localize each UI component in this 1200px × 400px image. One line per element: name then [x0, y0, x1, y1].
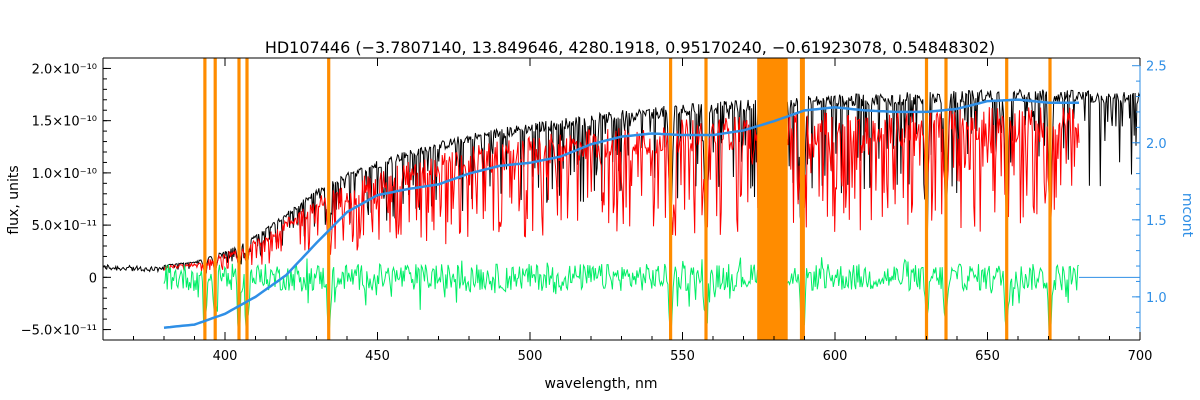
y-tick-label-left: 0	[89, 271, 97, 286]
y-axis-label-right: mcont	[1179, 193, 1195, 238]
y-tick-label-right: 2.0	[1146, 137, 1167, 152]
masked-line-marker	[327, 58, 331, 340]
x-tick-label: 450	[365, 349, 390, 364]
y-tick-label-left: −5.0×10⁻¹¹	[21, 324, 97, 339]
masked-line-marker	[203, 58, 207, 340]
masked-line-marker	[944, 58, 948, 340]
x-tick-label: 600	[823, 349, 848, 364]
x-tick-label: 550	[670, 349, 695, 364]
y-tick-label-right: 2.5	[1146, 60, 1167, 75]
x-tick-label: 650	[975, 349, 1000, 364]
masked-line-marker	[213, 58, 217, 340]
masked-line-marker	[669, 58, 673, 340]
x-tick-label: 700	[1128, 349, 1153, 364]
masked-line-marker	[1048, 58, 1052, 340]
masked-line-marker	[1005, 58, 1009, 340]
y-tick-label-left: 5.0×10⁻¹¹	[32, 219, 97, 234]
masked-line-marker	[245, 58, 249, 340]
axes-layer: 400 450 500 550 600 650 700 −5.0×10⁻¹¹ 0 5.0×10⁻¹…	[21, 57, 1167, 364]
y-tick-label-left: 2.0×10⁻¹⁰	[32, 62, 97, 77]
y-tick-label-left: 1.0×10⁻¹⁰	[32, 167, 97, 182]
masked-line-marker	[924, 58, 929, 340]
y-tick-label-right: 1.0	[1146, 291, 1167, 306]
plot-data-layer	[102, 58, 1141, 341]
y-tick-label-right: 1.5	[1146, 214, 1167, 229]
chart-title: HD107446 (−3.7807140, 13.849646, 4280.19…	[265, 38, 995, 57]
masked-line-marker	[704, 58, 708, 340]
x-tick-label: 400	[213, 349, 238, 364]
residuals-line	[163, 257, 1079, 341]
masked-line-marker	[237, 58, 241, 340]
x-tick-label: 500	[518, 349, 543, 364]
x-axis-label: wavelength, nm	[545, 376, 658, 392]
continuum-fit-line	[163, 98, 1079, 329]
masked-line-marker	[799, 58, 804, 340]
y-tick-label-left: 1.5×10⁻¹⁰	[32, 115, 97, 130]
masked-line-marker	[801, 58, 805, 340]
y-axis-label-left: flux, units	[6, 165, 22, 234]
masked-band	[757, 58, 788, 340]
